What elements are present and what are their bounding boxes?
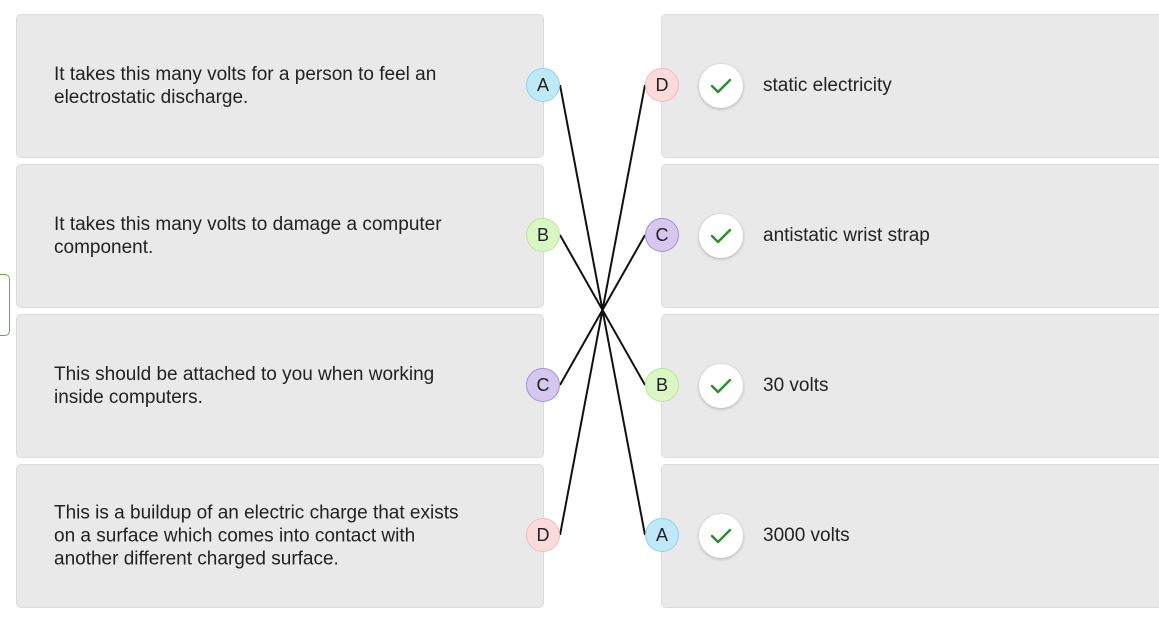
answer-badge[interactable]: D bbox=[645, 68, 679, 102]
answer-card[interactable]: antistatic wrist strap bbox=[661, 164, 1159, 308]
question-badge[interactable]: C bbox=[526, 368, 560, 402]
answer-text: static electricity bbox=[763, 75, 892, 96]
question-card[interactable]: It takes this many volts for a person to… bbox=[16, 14, 544, 158]
answer-text: 30 volts bbox=[763, 375, 829, 396]
question-card[interactable]: This should be attached to you when work… bbox=[16, 314, 544, 458]
question-text: This is a buildup of an electric charge … bbox=[54, 502, 459, 570]
question-text: It takes this many volts to damage a com… bbox=[54, 214, 442, 258]
checkmark-icon bbox=[699, 514, 743, 558]
checkmark-icon bbox=[699, 364, 743, 408]
answer-badge[interactable]: A bbox=[645, 518, 679, 552]
question-card[interactable]: This is a buildup of an electric charge … bbox=[16, 464, 544, 608]
connector-line bbox=[559, 84, 646, 536]
answer-badge[interactable]: C bbox=[645, 218, 679, 252]
question-badge[interactable]: B bbox=[526, 218, 560, 252]
answer-text: antistatic wrist strap bbox=[763, 225, 930, 246]
question-text: It takes this many volts for a person to… bbox=[54, 64, 437, 108]
question-text: This should be attached to you when work… bbox=[54, 364, 435, 408]
answer-card[interactable]: 3000 volts bbox=[661, 464, 1159, 608]
question-badge[interactable]: D bbox=[526, 518, 560, 552]
answer-card[interactable]: 30 volts bbox=[661, 314, 1159, 458]
checkmark-icon bbox=[699, 64, 743, 108]
question-badge[interactable]: A bbox=[526, 68, 560, 102]
checkmark-icon bbox=[699, 214, 743, 258]
answer-text: 3000 volts bbox=[763, 525, 850, 546]
answer-card[interactable]: static electricity bbox=[661, 14, 1159, 158]
side-tab[interactable] bbox=[0, 274, 10, 336]
answer-badge[interactable]: B bbox=[645, 368, 679, 402]
